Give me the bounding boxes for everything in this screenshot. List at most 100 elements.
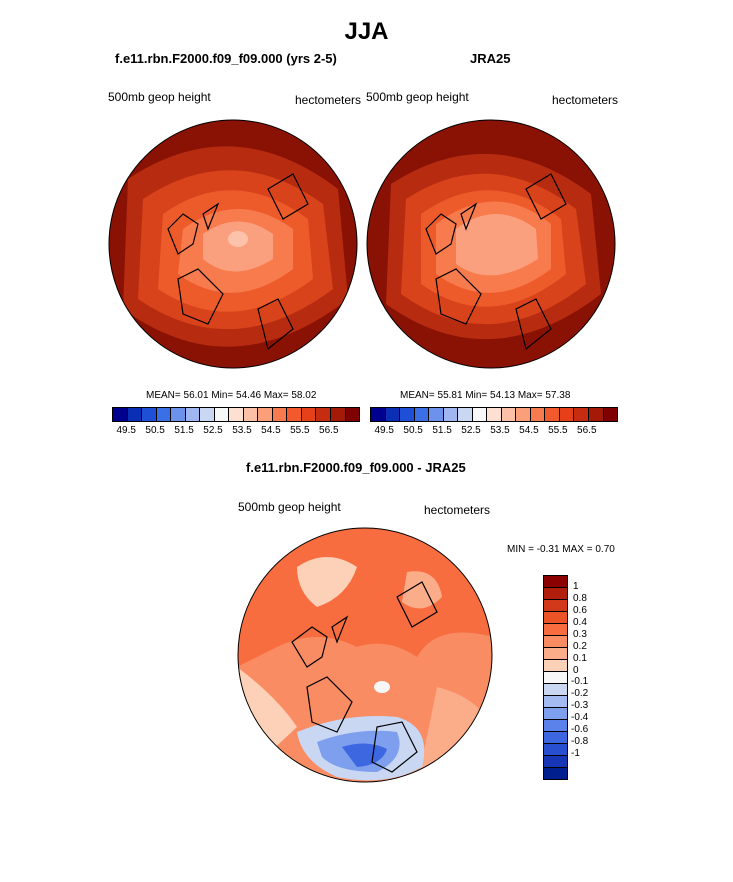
colorbar-swatch <box>544 696 567 708</box>
colorbar-tick-label: 0.8 <box>573 592 587 604</box>
colorbar-tick-label: 1 <box>573 580 579 592</box>
colorbar-swatch <box>516 408 531 421</box>
colorbar-tick-label: 55.5 <box>290 425 310 436</box>
panel2-units-label: hectometers <box>552 93 619 107</box>
panel1-title: f.e11.rbn.F2000.f09_f09.000 (yrs 2-5) <box>115 51 337 66</box>
colorbar-tick-label: 0 <box>573 664 579 676</box>
colorbar-tick-label: 52.5 <box>461 425 481 436</box>
colorbar-tick-label: -0.8 <box>571 736 589 748</box>
panel2-colorbar-ticks: 49.5 50.5 51.5 52.5 53.5 54.5 55.5 56.5 <box>370 425 616 439</box>
colorbar-swatch <box>544 732 567 744</box>
panel2-stats: MEAN= 55.81 Min= 54.13 Max= 57.38 <box>400 390 571 401</box>
colorbar-tick-label: 54.5 <box>519 425 539 436</box>
colorbar-swatch <box>385 408 401 421</box>
panel2-polar-map <box>366 119 616 369</box>
colorbar-tick-label: 0.4 <box>573 616 587 628</box>
colorbar-swatch <box>214 408 230 421</box>
colorbar-tick-label: -0.1 <box>571 676 589 688</box>
colorbar-swatch <box>400 408 415 421</box>
colorbar-swatch <box>574 408 589 421</box>
panel2-variable-label: 500mb geop height <box>366 90 469 104</box>
colorbar-swatch <box>171 408 186 421</box>
colorbar-swatch <box>544 588 567 600</box>
colorbar-swatch <box>544 756 567 768</box>
colorbar-swatch <box>544 660 567 672</box>
colorbar-tick-label: -0.3 <box>571 700 589 712</box>
colorbar-tick-label: 0.1 <box>573 652 587 664</box>
colorbar-swatch <box>258 408 273 421</box>
main-title: JJA <box>344 18 389 45</box>
colorbar-swatch <box>458 408 473 421</box>
colorbar-swatch <box>544 624 567 636</box>
diff-units-label: hectometers <box>424 503 491 517</box>
colorbar-swatch <box>472 408 488 421</box>
panel2-colorbar <box>370 407 618 422</box>
colorbar-swatch <box>544 612 567 624</box>
colorbar-swatch <box>544 768 567 779</box>
colorbar-tick-label: 49.5 <box>374 425 394 436</box>
panel1-polar-map <box>108 119 358 369</box>
diff-stats: MIN = -0.31 MAX = 0.70 <box>507 544 615 555</box>
colorbar-swatch <box>272 408 288 421</box>
colorbar-swatch <box>287 408 302 421</box>
colorbar-tick-label: -1 <box>571 748 580 760</box>
colorbar-tick-label: 53.5 <box>490 425 510 436</box>
colorbar-swatch <box>544 672 567 684</box>
panel1-variable-label: 500mb geop height <box>108 90 211 104</box>
colorbar-tick-label: -0.4 <box>571 712 589 724</box>
colorbar-swatch <box>544 720 567 732</box>
colorbar-swatch <box>371 408 386 421</box>
colorbar-swatch <box>544 744 567 756</box>
colorbar-tick-label: 56.5 <box>319 425 339 436</box>
colorbar-swatch <box>414 408 430 421</box>
colorbar-swatch <box>559 408 575 421</box>
colorbar-swatch <box>229 408 244 421</box>
colorbar-tick-label: 50.5 <box>145 425 165 436</box>
colorbar-swatch <box>544 600 567 612</box>
colorbar-tick-label: 0.6 <box>573 604 587 616</box>
colorbar-swatch <box>127 408 143 421</box>
diff-colorbar <box>543 575 568 780</box>
colorbar-swatch <box>544 648 567 660</box>
colorbar-swatch <box>544 576 567 588</box>
colorbar-tick-label: 50.5 <box>403 425 423 436</box>
diff-title: f.e11.rbn.F2000.f09_f09.000 - JRA25 <box>246 460 466 475</box>
colorbar-swatch <box>588 408 604 421</box>
colorbar-tick-label: -0.2 <box>571 688 589 700</box>
colorbar-swatch <box>501 408 517 421</box>
panel1-colorbar <box>112 407 360 422</box>
colorbar-swatch <box>330 408 346 421</box>
colorbar-swatch <box>603 408 618 421</box>
colorbar-swatch <box>345 408 360 421</box>
colorbar-tick-label: 53.5 <box>232 425 252 436</box>
colorbar-tick-label: 51.5 <box>174 425 194 436</box>
panel1-units-label: hectometers <box>295 93 362 107</box>
colorbar-tick-label: 54.5 <box>261 425 281 436</box>
colorbar-swatch <box>156 408 172 421</box>
colorbar-tick-label: 49.5 <box>116 425 136 436</box>
colorbar-swatch <box>545 408 560 421</box>
panel2-title: JRA25 <box>470 51 511 66</box>
colorbar-swatch <box>544 708 567 720</box>
colorbar-swatch <box>544 636 567 648</box>
colorbar-swatch <box>200 408 215 421</box>
colorbar-tick-label: 0.2 <box>573 640 587 652</box>
colorbar-swatch <box>243 408 259 421</box>
diff-polar-map <box>237 527 493 783</box>
colorbar-tick-label: 55.5 <box>548 425 568 436</box>
colorbar-tick-label: 51.5 <box>432 425 452 436</box>
colorbar-swatch <box>530 408 546 421</box>
colorbar-swatch <box>429 408 444 421</box>
diff-colorbar-ticks: 1 0.8 0.6 0.4 0.3 0.2 0.1 0 -0.1 -0.2 -0.3 -0.4 -0.6… <box>571 575 611 778</box>
diff-variable-label: 500mb geop height <box>238 500 341 514</box>
colorbar-tick-label: -0.6 <box>571 724 589 736</box>
colorbar-tick-label: 0.3 <box>573 628 587 640</box>
colorbar-swatch <box>301 408 317 421</box>
panel1-stats: MEAN= 56.01 Min= 54.46 Max= 58.02 <box>146 390 317 401</box>
colorbar-tick-label: 52.5 <box>203 425 223 436</box>
colorbar-swatch <box>142 408 157 421</box>
colorbar-swatch <box>443 408 459 421</box>
colorbar-swatch <box>185 408 201 421</box>
colorbar-swatch <box>544 684 567 696</box>
colorbar-swatch <box>487 408 502 421</box>
